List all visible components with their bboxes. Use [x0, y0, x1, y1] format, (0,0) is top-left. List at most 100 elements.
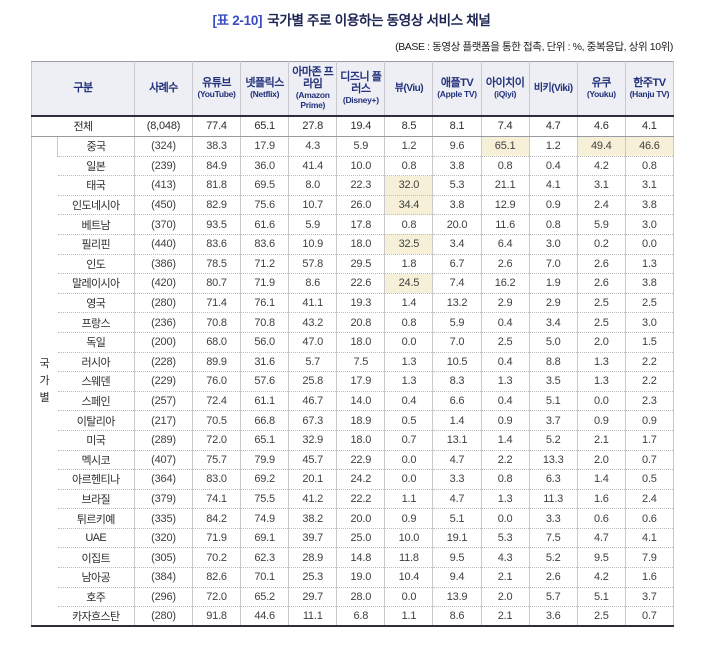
table-body: 전체 (8,048) 77.4 65.1 27.8 19.4 8.5 8.1 7.4 4.7 4.6…: [31, 115, 674, 627]
value-cell: 29.7: [288, 586, 337, 607]
value-cell: 65.1: [240, 429, 289, 450]
value-cell: 19.3: [336, 292, 385, 313]
value-cell: 3.0: [624, 214, 674, 235]
country-name: 스페인: [57, 390, 135, 411]
country-row: 국 가 별 중국 (324) 38.3 17.9 4.3 5.9 1.2 9.6 65.1 1.2 49.…: [31, 136, 674, 627]
value-cell: 41.4: [288, 155, 337, 176]
value-cell: 4.2: [576, 567, 626, 588]
value-cell: 32.0: [384, 175, 433, 196]
value-cell: 3.8: [624, 273, 674, 294]
value-cell: 38.2: [288, 508, 337, 529]
value-cell: 2.6: [480, 253, 530, 274]
value-cell: 83.6: [191, 233, 241, 255]
country-row: 미국 (289) 72.0 65.1 32.9 18.0 0.7 13.1 1.4 5.2 2.1 1…: [32, 429, 674, 450]
value-cell: 5.1: [432, 508, 482, 529]
total-label: 전체: [31, 115, 135, 137]
value-cell: 1.3: [384, 351, 433, 372]
value-cell: 0.7: [624, 449, 674, 470]
value-cell: 0.0: [384, 331, 433, 353]
country-row: 베트남 (370) 93.5 61.6 5.9 17.8 0.8 20.0 11.6 0.8 5.9…: [32, 214, 674, 235]
value-cell: 2.0: [576, 331, 626, 353]
col-header-channel: 뷰(Viu): [384, 61, 433, 117]
value-cell: 8.6: [288, 273, 337, 294]
value-cell: 1.8: [384, 253, 433, 274]
value-cell: 2.6: [528, 567, 578, 588]
value-cell: 3.4: [432, 233, 482, 255]
value-cell: 3.3: [528, 508, 578, 529]
sample-size: (440): [134, 233, 193, 255]
country-row: 영국 (280) 71.4 76.1 41.1 19.3 1.4 13.2 2.9 2.9 2.5 2…: [32, 292, 674, 313]
value-cell: 4.1: [624, 527, 674, 548]
value-cell: 6.7: [432, 253, 482, 274]
value-cell: 84.2: [191, 508, 241, 529]
value-cell: 2.1: [576, 429, 626, 450]
sample-size: (200): [134, 331, 193, 353]
col-header-channel: 애플TV (Apple TV): [432, 61, 482, 117]
value-cell: 76.1: [240, 292, 289, 313]
value-cell: 0.9: [480, 410, 530, 431]
value-cell: 0.0: [384, 469, 433, 490]
value-cell: 18.0: [336, 233, 385, 255]
value-cell: 71.4: [191, 292, 241, 313]
country-row: 독일 (200) 68.0 56.0 47.0 18.0 0.0 7.0 2.5 5.0 2.0 1.…: [32, 331, 674, 353]
value-cell: 3.8: [432, 155, 482, 176]
value-cell: 84.9: [191, 155, 241, 176]
value-cell: 28.0: [336, 586, 385, 607]
value-cell: 2.9: [480, 292, 530, 313]
value-cell: 25.0: [336, 527, 385, 548]
sample-size: (407): [134, 449, 193, 470]
value-cell: 1.4: [576, 469, 626, 490]
value-cell: 1.2: [528, 136, 578, 157]
value-cell: 1.4: [432, 410, 482, 431]
total-value-cell: 7.4: [480, 115, 530, 137]
value-cell: 5.1: [576, 586, 626, 607]
table-title: [표 2-10] 국가별 주로 이용하는 동영상 서비스 채널: [0, 9, 703, 29]
corner-header: 구분: [31, 61, 135, 117]
value-cell: 57.6: [240, 371, 289, 392]
country-name: 미국: [57, 429, 135, 450]
total-value-cell: 4.6: [576, 115, 626, 137]
value-cell: 5.0: [528, 331, 578, 353]
value-cell: 19.0: [336, 567, 385, 588]
value-cell: 8.6: [432, 606, 482, 627]
value-cell: 74.9: [240, 508, 289, 529]
value-cell: 17.9: [240, 136, 289, 157]
sample-size: (335): [134, 508, 193, 529]
value-cell: 6.6: [432, 390, 482, 411]
total-row: 전체 (8,048) 77.4 65.1 27.8 19.4 8.5 8.1 7.4 4.7 4.6…: [31, 115, 674, 137]
col-header-channel: 넷플릭스 (Netflix): [240, 61, 289, 117]
value-cell: 5.9: [432, 312, 482, 333]
country-name: 러시아: [57, 351, 135, 372]
col-header-channel: 아마존 프라임 (Amazon Prime): [288, 61, 337, 117]
value-cell: 0.9: [624, 410, 674, 431]
col-header-channel: 유쿠 (Youku): [576, 61, 626, 117]
value-cell: 0.4: [480, 312, 530, 333]
value-cell: 0.8: [528, 214, 578, 235]
value-cell: 3.8: [624, 194, 674, 215]
value-cell: 9.4: [432, 567, 482, 588]
value-cell: 20.1: [288, 469, 337, 490]
value-cell: 17.9: [336, 371, 385, 392]
value-cell: 1.5: [624, 331, 674, 353]
value-cell: 0.0: [624, 233, 674, 255]
value-cell: 0.8: [480, 155, 530, 176]
value-cell: 0.5: [624, 469, 674, 490]
country-name: 인도: [57, 253, 135, 274]
country-name: 태국: [57, 175, 135, 196]
total-value-cell: 4.1: [624, 115, 674, 137]
value-cell: 1.3: [384, 371, 433, 392]
value-cell: 49.4: [576, 136, 626, 157]
value-cell: 71.9: [240, 273, 289, 294]
col-header-channel: 아이치이 (iQiyi): [480, 61, 530, 117]
total-value-cell: 65.1: [240, 115, 289, 137]
country-name: UAE: [57, 527, 135, 548]
value-cell: 9.5: [432, 547, 482, 568]
sample-size: (289): [134, 429, 193, 450]
value-cell: 0.8: [384, 312, 433, 333]
country-row: 러시아 (228) 89.9 31.6 5.7 7.5 1.3 10.5 0.4 8.8 1.3 2.…: [32, 351, 674, 372]
sample-size: (386): [134, 253, 193, 274]
sample-size: (296): [134, 586, 193, 607]
sample-size: (229): [134, 371, 193, 392]
country-row: 스페인 (257) 72.4 61.1 46.7 14.0 0.4 6.6 0.4 5.1 0.0 2…: [32, 390, 674, 411]
value-cell: 3.1: [624, 175, 674, 196]
